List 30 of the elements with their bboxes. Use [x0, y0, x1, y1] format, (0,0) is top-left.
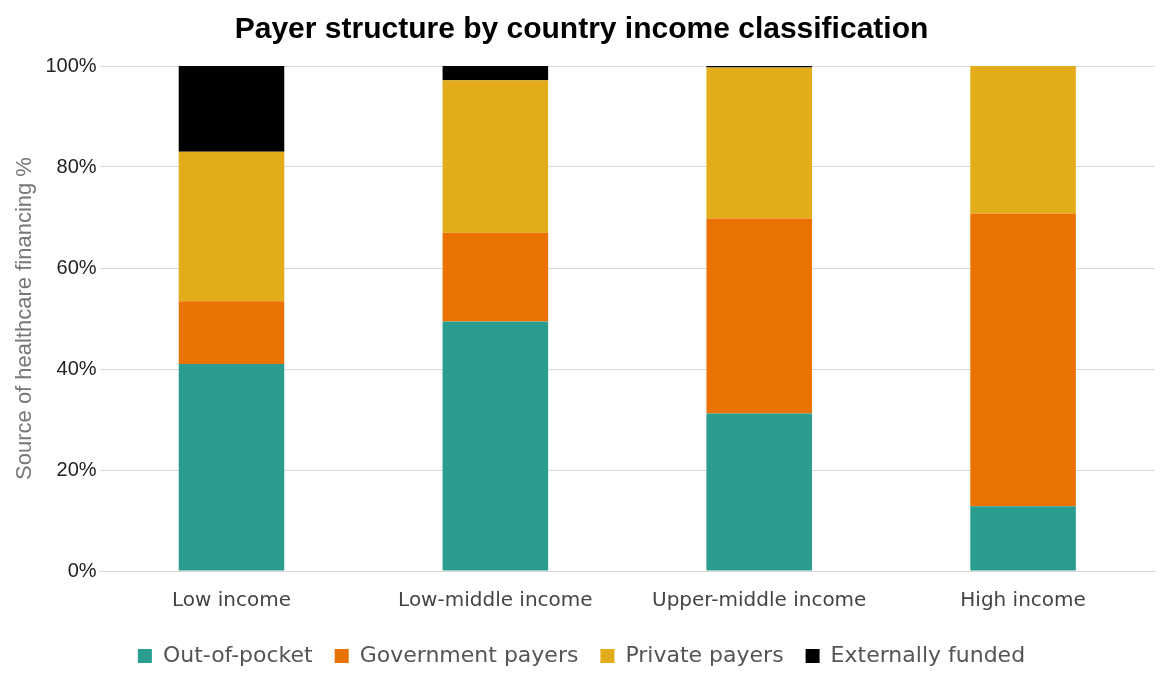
x-tick-label: Low-middle income — [398, 587, 593, 612]
legend-label: Externally funded — [830, 641, 1026, 667]
legend-label: Government payers — [359, 641, 579, 667]
y-tick-label: 20% — [56, 457, 97, 480]
bar — [970, 213, 1076, 507]
y-tick-label: 0% — [67, 558, 97, 581]
bar — [970, 66, 1076, 214]
bar — [970, 506, 1076, 571]
y-axis-title: Source of healthcare financing % — [11, 157, 37, 480]
bar — [442, 66, 549, 81]
bar — [706, 218, 812, 414]
bar — [442, 80, 549, 233]
y-tick-label: 40% — [56, 356, 97, 379]
bar — [178, 66, 285, 152]
bar — [706, 413, 812, 571]
y-tick-label: 60% — [56, 255, 97, 278]
y-tick-label: 100% — [45, 53, 97, 76]
x-tick-label: Upper-middle income — [652, 587, 867, 612]
bar — [178, 301, 285, 364]
y-tick-label: 80% — [56, 154, 97, 177]
legend-label: Private payers — [625, 641, 784, 667]
x-tick-label: High income — [960, 587, 1086, 612]
bar — [706, 67, 812, 219]
bar — [442, 321, 549, 571]
bar — [178, 363, 285, 571]
bar — [178, 151, 285, 302]
legend-label: Out-of-pocket — [162, 641, 314, 667]
bar — [442, 232, 549, 322]
chart-title: Payer structure by country income classification — [234, 11, 929, 45]
x-tick-label: Low income — [171, 587, 291, 612]
